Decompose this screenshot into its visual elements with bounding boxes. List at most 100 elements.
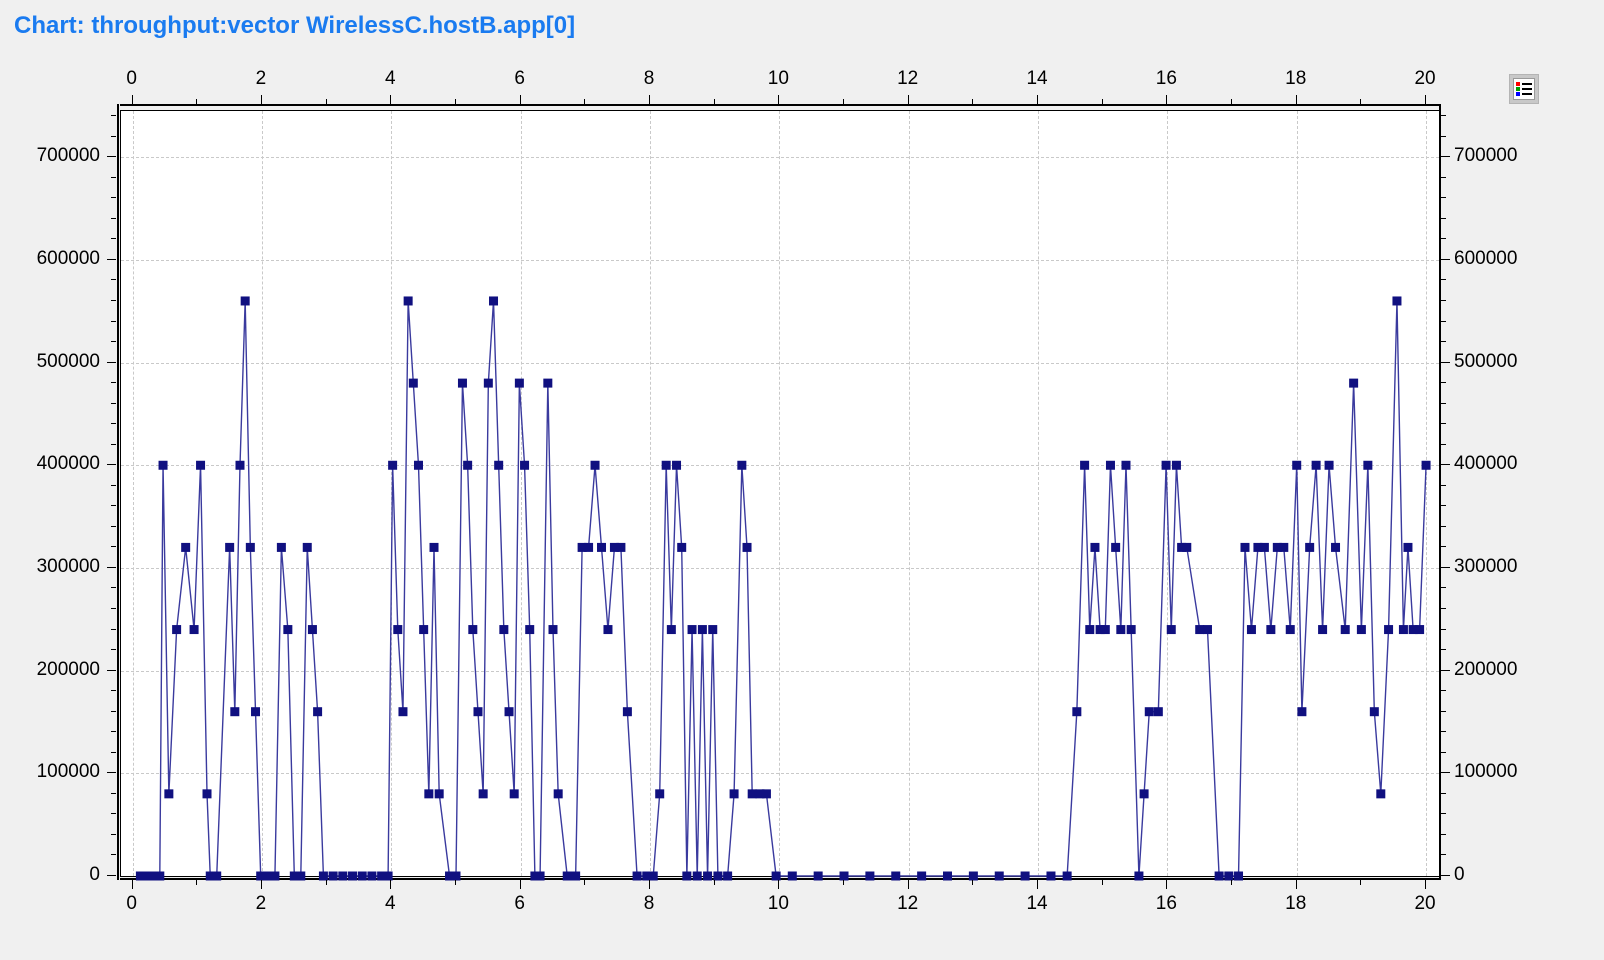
data-point: [181, 542, 191, 552]
y-minortick-right: [1441, 690, 1446, 692]
data-point: [1259, 542, 1269, 552]
y-minortick-left: [111, 135, 116, 137]
data-point: [135, 871, 145, 881]
data-point: [677, 542, 687, 552]
data-point: [1266, 625, 1276, 635]
data-point: [692, 871, 702, 881]
data-point: [543, 378, 553, 388]
y-minortick-right: [1441, 608, 1446, 610]
x-tick-top: [1037, 95, 1039, 104]
data-point: [245, 542, 255, 552]
y-minortick-right: [1441, 402, 1446, 404]
y-minortick-right: [1441, 546, 1446, 548]
x-tick-top: [1295, 95, 1297, 104]
data-point: [235, 460, 245, 470]
data-point: [1095, 625, 1105, 635]
y-minortick-right: [1441, 115, 1446, 117]
x-minortick-top: [325, 99, 327, 104]
x-minortick-bottom: [196, 880, 198, 885]
data-point: [632, 871, 642, 881]
y-tick-left: [107, 875, 116, 876]
data-point: [1090, 542, 1100, 552]
data-point: [348, 871, 358, 881]
data-point: [891, 871, 901, 881]
data-point: [571, 871, 581, 881]
data-point: [520, 460, 530, 470]
data-point: [1376, 789, 1386, 799]
y-minortick-left: [111, 854, 116, 856]
x-tick-label-bottom: 18: [1285, 893, 1307, 914]
data-point: [584, 542, 594, 552]
data-point: [1421, 460, 1431, 470]
x-tick-label-top: 0: [126, 68, 137, 89]
gridline-v: [1426, 111, 1428, 876]
data-point: [1318, 625, 1328, 635]
data-point: [1080, 460, 1090, 470]
data-point: [434, 789, 444, 799]
y-minortick-right: [1441, 751, 1446, 753]
legend-line-3: [1522, 93, 1532, 95]
data-point: [155, 871, 165, 881]
y-minortick-left: [111, 402, 116, 404]
data-point: [256, 871, 266, 881]
y-minortick-right: [1441, 813, 1446, 815]
y-tick-right: [1441, 361, 1450, 363]
data-point: [1139, 789, 1149, 799]
y-minortick-left: [111, 813, 116, 815]
y-minortick-left: [111, 238, 116, 240]
data-point: [225, 542, 235, 552]
data-point: [483, 378, 493, 388]
y-minortick-left: [111, 833, 116, 835]
data-point: [553, 789, 563, 799]
x-tick-label-bottom: 0: [126, 893, 137, 914]
data-point: [1356, 625, 1366, 635]
data-point: [1292, 460, 1302, 470]
y-minortick-left: [111, 279, 116, 281]
data-point: [1331, 542, 1341, 552]
y-tick-left: [107, 156, 116, 158]
data-point: [713, 871, 723, 881]
data-point: [142, 871, 152, 881]
data-point: [251, 707, 261, 717]
data-point: [302, 542, 312, 552]
x-tick-bottom: [519, 880, 521, 889]
gridline-v: [1167, 111, 1169, 876]
data-point: [445, 871, 455, 881]
data-point: [590, 460, 600, 470]
gridline-v: [1038, 111, 1040, 876]
gridline-v: [650, 111, 651, 876]
data-point: [424, 789, 434, 799]
y-tick-right: [1441, 464, 1450, 466]
gridline-v: [908, 111, 910, 876]
data-point: [723, 871, 733, 881]
y-minortick-right: [1441, 279, 1446, 281]
y-minortick-right: [1441, 792, 1446, 794]
data-point: [1363, 460, 1373, 470]
y-minortick-right: [1441, 320, 1446, 322]
data-point: [1134, 871, 1144, 881]
x-tick-bottom: [390, 880, 392, 889]
data-point: [1121, 460, 1131, 470]
x-minortick-bottom: [454, 880, 456, 885]
data-point: [457, 378, 467, 388]
data-point: [1408, 625, 1418, 635]
y-axis-left: [117, 104, 119, 880]
y-minortick-left: [111, 710, 116, 712]
data-point: [240, 296, 250, 306]
data-point: [535, 871, 545, 881]
data-point: [318, 871, 328, 881]
data-point: [1161, 460, 1171, 470]
data-point: [1324, 460, 1334, 470]
data-point: [172, 625, 182, 635]
x-minortick-top: [843, 99, 845, 104]
y-minortick-left: [111, 115, 116, 117]
plot-area[interactable]: [120, 110, 1440, 881]
data-point: [1224, 871, 1234, 881]
data-point: [509, 789, 519, 799]
legend-options-button[interactable]: [1509, 74, 1539, 104]
y-minortick-left: [111, 176, 116, 178]
data-point: [666, 625, 676, 635]
gridline-v: [520, 111, 522, 876]
data-point: [338, 871, 348, 881]
data-point: [697, 625, 707, 635]
